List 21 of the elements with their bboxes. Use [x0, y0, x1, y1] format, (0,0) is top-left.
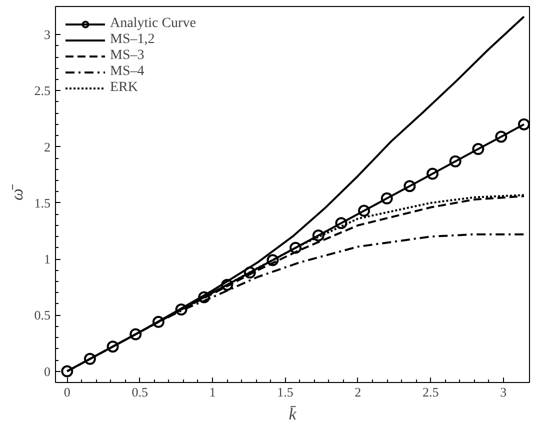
legend-label: MS–1,2 [110, 32, 155, 48]
x-tick-label: 2 [354, 384, 362, 400]
y-tick-label: 0.5 [34, 308, 50, 323]
y-tick-label: 0 [44, 364, 50, 379]
legend-label: Analytic Curve [110, 16, 196, 32]
y-tick-label: 3 [44, 27, 50, 42]
x-axis-title: k̄ [288, 404, 297, 424]
y-tick-label: 2 [44, 139, 50, 154]
x-tick-label: 3 [500, 384, 507, 400]
y-tick-label: 1.5 [34, 195, 50, 210]
x-tick-label: 1 [209, 384, 216, 400]
legend-label: ERK [110, 80, 138, 96]
legend-label: MS–3 [110, 48, 144, 64]
y-axis-title: ω̄ [7, 184, 26, 200]
y-tick-label: 1 [44, 252, 50, 267]
x-tick-label: 1.5 [277, 384, 294, 400]
legend-label: MS–4 [110, 64, 144, 80]
x-tick-label: 0.5 [132, 384, 148, 400]
x-tick-label: 0 [64, 384, 70, 400]
x-tick-label: 2.5 [422, 384, 439, 400]
y-tick-label: 2.5 [34, 83, 50, 98]
